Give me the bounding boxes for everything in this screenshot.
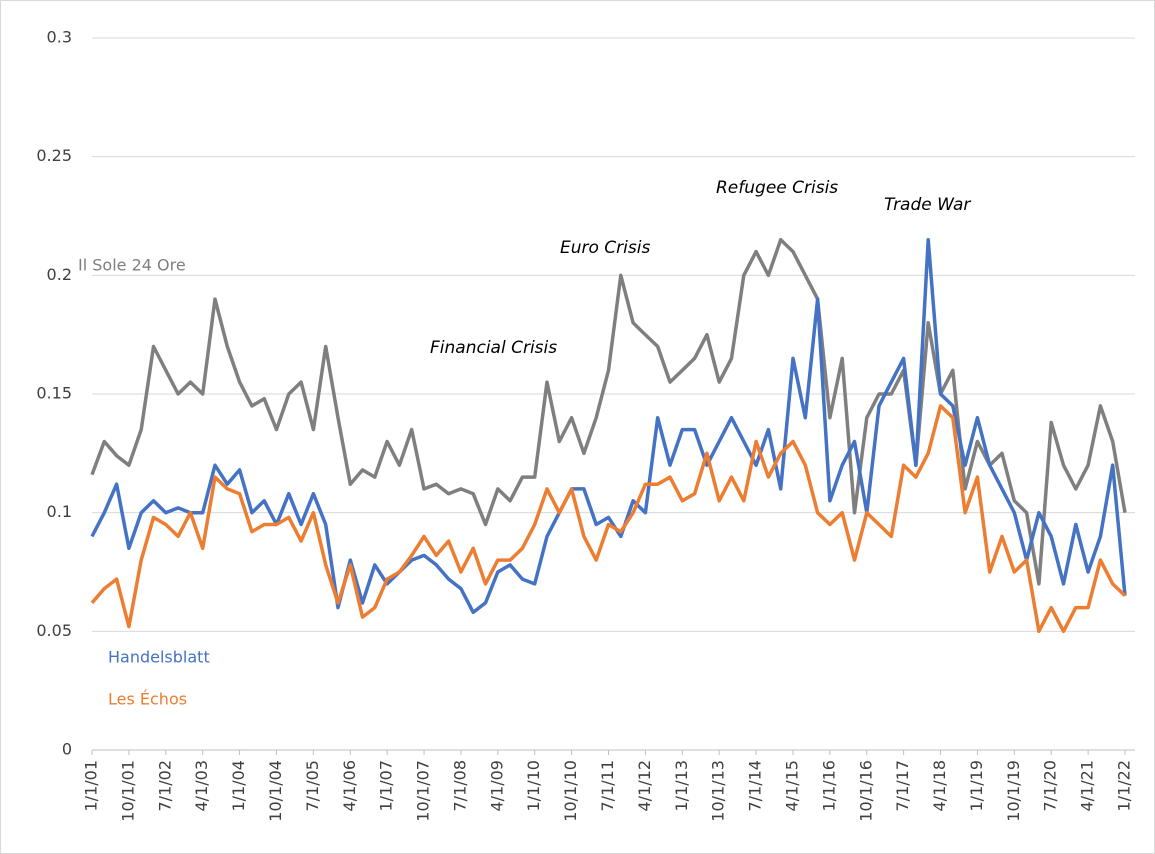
x-tick-label: 4/1/03: [192, 760, 211, 812]
series-label: Les Échos: [108, 690, 187, 709]
y-tick-label: 0: [62, 740, 72, 759]
y-tick-label: 0.25: [36, 146, 72, 165]
x-tick-label: 1/1/19: [967, 760, 986, 812]
x-tick-label: 7/1/17: [893, 760, 912, 812]
x-tick-label: 1/1/10: [524, 760, 543, 812]
y-tick-label: 0.15: [36, 384, 72, 403]
x-tick-label: 10/1/19: [1004, 760, 1023, 822]
x-tick-label: 7/1/20: [1041, 760, 1060, 812]
x-tick-label: 7/1/11: [598, 760, 617, 812]
x-tick-label: 4/1/12: [635, 760, 654, 812]
x-tick-label: 7/1/14: [746, 760, 765, 812]
x-tick-label: 7/1/08: [450, 760, 469, 812]
x-tick-label: 1/1/07: [377, 760, 396, 812]
x-tick-label: 10/1/13: [709, 760, 728, 822]
x-tick-label: 1/1/13: [672, 760, 691, 812]
x-tick-label: 10/1/01: [118, 760, 137, 822]
x-tick-label: 10/1/16: [856, 760, 875, 822]
x-tick-label: 4/1/06: [340, 760, 359, 812]
series-line: [90, 237, 1127, 615]
y-tick-label: 0.2: [47, 265, 72, 284]
y-tick-label: 0.3: [47, 28, 72, 47]
x-tick-label: 4/1/09: [487, 760, 506, 812]
x-tick-label: 4/1/18: [930, 760, 949, 812]
x-tick-label: 7/1/02: [155, 760, 174, 812]
x-tick-label: 10/1/04: [266, 760, 285, 822]
y-tick-label: 0.1: [47, 502, 72, 521]
x-tick-label: 7/1/05: [303, 760, 322, 812]
series-label: Il Sole 24 Ore: [78, 256, 186, 275]
series-line: [90, 237, 1127, 586]
series-line: [90, 404, 1127, 634]
annotation: Trade War: [884, 195, 971, 215]
y-tick-label: 0.05: [36, 621, 72, 640]
annotation: Euro Crisis: [560, 238, 650, 258]
x-tick-label: 10/1/10: [561, 760, 580, 822]
x-tick-label: 10/1/07: [414, 760, 433, 822]
x-tick-label: 1/1/01: [82, 760, 101, 812]
x-tick-label: 1/1/22: [1115, 760, 1134, 812]
x-tick-label: 1/1/16: [819, 760, 838, 812]
series-label: Handelsblatt: [108, 648, 210, 667]
annotation: Financial Crisis: [430, 338, 557, 358]
x-tick-label: 4/1/21: [1078, 760, 1097, 812]
x-tick-label: 4/1/15: [782, 760, 801, 812]
x-tick-label: 1/1/04: [229, 760, 248, 812]
annotation: Refugee Crisis: [716, 178, 838, 198]
